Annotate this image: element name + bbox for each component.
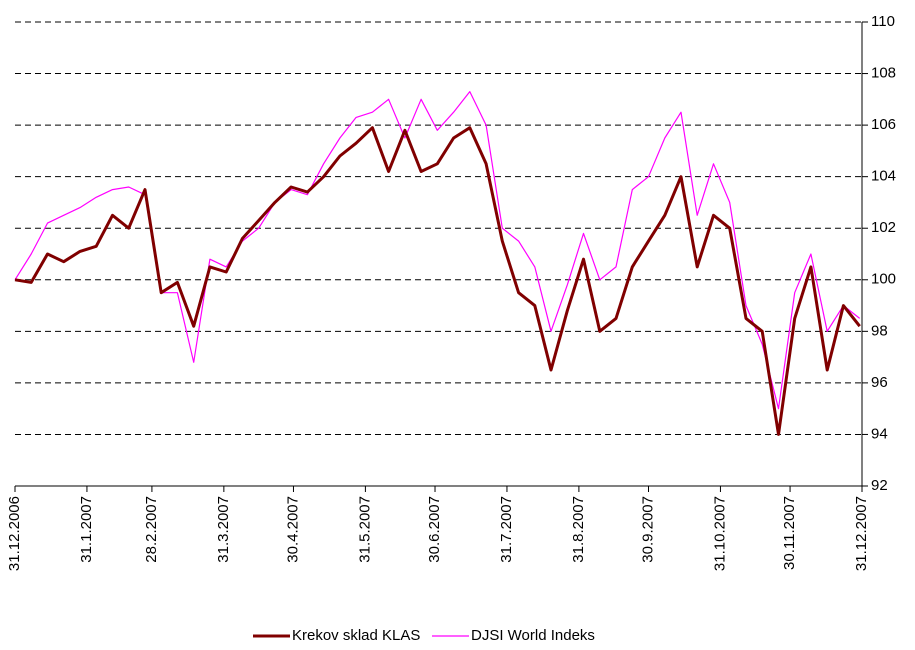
x-tick-label: 31.3.2007 bbox=[215, 496, 232, 563]
legend-item: DJSI World Indeks bbox=[432, 627, 595, 644]
x-tick-label: 31.7.2007 bbox=[498, 496, 515, 563]
legend-label: DJSI World Indeks bbox=[471, 627, 595, 644]
x-tick-label: 30.6.2007 bbox=[426, 496, 443, 563]
x-tick-label: 30.11.2007 bbox=[781, 496, 798, 570]
legend-label: Krekov sklad KLAS bbox=[292, 627, 420, 644]
x-tick-label: 31.10.2007 bbox=[711, 496, 728, 571]
x-tick-label: 31.5.2007 bbox=[356, 496, 373, 563]
x-tick-label: 30.4.2007 bbox=[284, 496, 301, 563]
x-tick-label: 31.12.2007 bbox=[853, 496, 870, 571]
y-tick-label: 108 bbox=[871, 65, 896, 82]
legend-item: Krekov sklad KLAS bbox=[253, 627, 420, 644]
y-tick-label: 102 bbox=[871, 219, 896, 236]
series-line bbox=[14, 126, 861, 436]
y-tick-label: 104 bbox=[871, 168, 896, 185]
x-tick-label: 30.9.2007 bbox=[639, 496, 656, 563]
y-tick-label: 92 bbox=[871, 477, 888, 494]
y-tick-label: 96 bbox=[871, 374, 888, 391]
y-tick-label: 94 bbox=[871, 425, 888, 442]
x-tick-label: 31.8.2007 bbox=[570, 496, 587, 563]
x-tick-label: 31.1.2007 bbox=[78, 496, 95, 563]
x-tick-label: 31.12.2006 bbox=[6, 496, 23, 571]
y-tick-label: 100 bbox=[871, 271, 896, 288]
y-tick-label: 106 bbox=[871, 116, 896, 133]
y-tick-label: 110 bbox=[871, 13, 895, 30]
y-tick-label: 98 bbox=[871, 322, 888, 339]
x-tick-label: 28.2.2007 bbox=[143, 496, 160, 563]
